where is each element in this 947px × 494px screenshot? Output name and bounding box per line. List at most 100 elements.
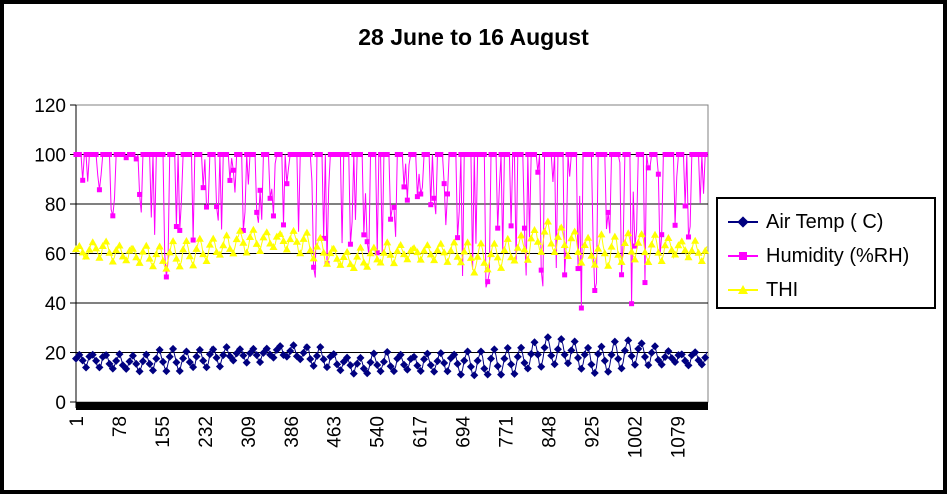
- humidity-marker: [575, 266, 581, 272]
- air-temp-marker: [319, 355, 328, 364]
- air-temp-marker: [403, 365, 412, 374]
- humidity-marker: [699, 152, 705, 157]
- humidity-marker: [304, 152, 310, 157]
- humidity-marker: [361, 232, 367, 238]
- humidity-marker: [592, 287, 598, 293]
- air-temp-marker: [289, 341, 298, 350]
- humidity-marker: [669, 152, 675, 157]
- thi-marker: [289, 226, 298, 234]
- humidity-marker: [190, 237, 196, 243]
- humidity-marker: [331, 152, 337, 157]
- thi-marker: [309, 254, 318, 262]
- air-temp-marker: [386, 362, 395, 371]
- x-tick-label: 386: [282, 416, 303, 448]
- air-temp-marker: [262, 344, 271, 353]
- thi-marker: [540, 227, 549, 235]
- legend-label-thi: THI: [766, 278, 799, 301]
- thi-marker: [466, 253, 475, 261]
- humidity-marker: [692, 152, 698, 157]
- thi-marker: [553, 232, 562, 240]
- air-temp-marker: [383, 347, 392, 356]
- air-temp-marker: [671, 358, 680, 367]
- humidity-marker: [542, 152, 548, 157]
- x-tick-label: 1079: [668, 416, 689, 458]
- humidity-marker: [193, 152, 199, 157]
- thi-marker: [148, 262, 157, 270]
- humidity-marker: [204, 204, 210, 210]
- air-temp-marker: [563, 359, 572, 368]
- humidity-marker: [538, 267, 544, 273]
- thi-marker: [169, 237, 178, 245]
- thi-marker: [276, 229, 285, 237]
- y-tick-label: 20: [45, 344, 66, 365]
- thi-marker: [299, 234, 308, 242]
- humidity-marker: [675, 152, 681, 157]
- air-temp-marker: [584, 343, 593, 352]
- thi-marker: [386, 250, 395, 258]
- thi-marker: [594, 244, 603, 252]
- thi-marker: [205, 240, 214, 248]
- humidity-marker: [281, 222, 287, 228]
- thi-marker: [346, 260, 355, 268]
- legend-label-humidity: Humidity (%RH): [766, 244, 910, 267]
- air-temp-marker: [597, 342, 606, 351]
- humidity-marker: [267, 195, 273, 201]
- humidity-marker: [170, 152, 176, 157]
- thi-marker: [165, 248, 174, 256]
- thi-marker: [235, 226, 244, 234]
- legend-swatch-humidity: [728, 249, 758, 263]
- air-temp-marker: [219, 351, 228, 360]
- thi-marker: [373, 255, 382, 263]
- humidity-marker: [220, 152, 226, 157]
- humidity-marker: [117, 152, 123, 157]
- humidity-marker: [565, 152, 571, 157]
- air-temp-marker: [336, 366, 345, 375]
- thi-marker: [597, 230, 606, 238]
- thi-marker: [684, 253, 693, 261]
- air-temp-marker: [269, 353, 278, 362]
- humidity-marker: [655, 171, 661, 177]
- humidity-marker: [247, 152, 253, 157]
- air-temp-marker: [302, 343, 311, 352]
- air-temp-marker: [222, 343, 231, 352]
- air-temp-marker: [640, 352, 649, 361]
- air-temp-marker: [369, 349, 378, 358]
- thi-marker: [326, 249, 335, 257]
- humidity-marker: [96, 187, 102, 193]
- humidity-marker: [147, 152, 153, 157]
- thi-marker: [349, 264, 358, 272]
- humidity-marker: [642, 280, 648, 286]
- x-tick-label: 771: [497, 416, 518, 448]
- thi-marker: [112, 246, 121, 254]
- humidity-marker: [639, 152, 645, 157]
- humidity-marker: [401, 184, 407, 190]
- humidity-marker: [307, 152, 313, 157]
- air-temp-marker: [138, 357, 147, 366]
- thi-marker: [179, 245, 188, 253]
- air-temp-marker: [399, 360, 408, 369]
- air-temp-marker: [413, 361, 422, 370]
- thi-marker: [403, 255, 412, 263]
- humidity-marker: [608, 152, 614, 157]
- air-temp-marker: [333, 360, 342, 369]
- humidity-marker: [264, 152, 270, 157]
- humidity-marker: [475, 152, 481, 157]
- humidity-marker: [277, 152, 283, 157]
- thi-marker: [634, 238, 643, 246]
- humidity-marker: [207, 152, 213, 157]
- thi-marker: [192, 244, 201, 252]
- thi-marker: [306, 246, 315, 254]
- thi-marker: [530, 225, 539, 233]
- humidity-marker: [521, 225, 527, 231]
- thi-marker: [483, 265, 492, 273]
- air-temp-marker: [349, 369, 358, 378]
- humidity-marker: [244, 152, 250, 157]
- air-temp-marker: [185, 358, 194, 367]
- air-temp-marker: [159, 357, 168, 366]
- air-temp-marker: [102, 351, 111, 360]
- thi-marker: [694, 248, 703, 256]
- air-temp-marker: [450, 350, 459, 359]
- air-temp-marker: [195, 345, 204, 354]
- humidity-marker: [311, 264, 317, 270]
- x-tick-label: 232: [196, 416, 217, 448]
